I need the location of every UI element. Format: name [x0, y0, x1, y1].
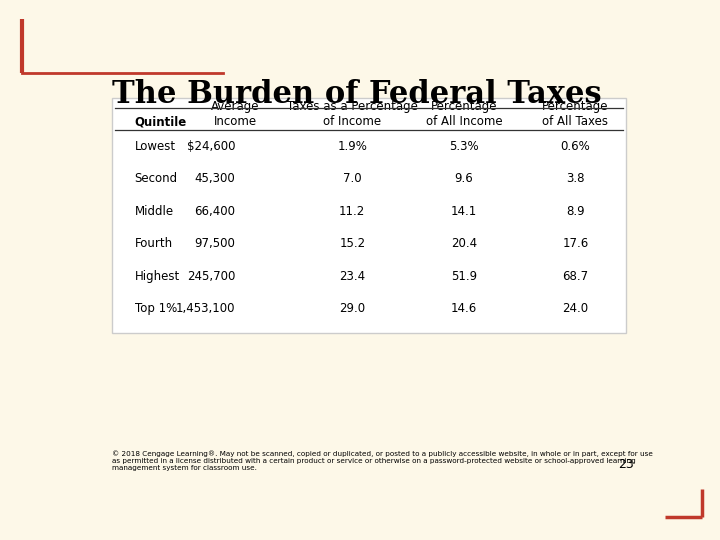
- Text: Lowest: Lowest: [135, 140, 176, 153]
- Text: 1.9%: 1.9%: [338, 140, 367, 153]
- Text: 23.4: 23.4: [339, 269, 365, 282]
- Text: Percentage
of All Taxes: Percentage of All Taxes: [542, 100, 608, 128]
- Text: © 2018 Cengage Learning®. May not be scanned, copied or duplicated, or posted to: © 2018 Cengage Learning®. May not be sca…: [112, 451, 653, 471]
- Text: Percentage
of All Income: Percentage of All Income: [426, 100, 502, 128]
- Text: 17.6: 17.6: [562, 237, 588, 250]
- Text: Average
Income: Average Income: [211, 100, 259, 128]
- Text: 11.2: 11.2: [339, 205, 365, 218]
- Text: Highest: Highest: [135, 269, 180, 282]
- Text: Quintile: Quintile: [135, 115, 187, 128]
- Text: Top 1%: Top 1%: [135, 302, 177, 315]
- Text: 3.8: 3.8: [566, 172, 585, 185]
- Text: 20.4: 20.4: [451, 237, 477, 250]
- Text: 14.6: 14.6: [451, 302, 477, 315]
- Text: 68.7: 68.7: [562, 269, 588, 282]
- Text: Second: Second: [135, 172, 178, 185]
- Text: 29.0: 29.0: [339, 302, 365, 315]
- FancyBboxPatch shape: [112, 98, 626, 333]
- Text: Fourth: Fourth: [135, 237, 173, 250]
- Text: 7.0: 7.0: [343, 172, 361, 185]
- Text: 14.1: 14.1: [451, 205, 477, 218]
- Text: 23: 23: [618, 458, 634, 471]
- Text: Taxes as a Percentage
of Income: Taxes as a Percentage of Income: [287, 100, 418, 128]
- Text: 24.0: 24.0: [562, 302, 588, 315]
- Text: Middle: Middle: [135, 205, 174, 218]
- Text: 97,500: 97,500: [194, 237, 235, 250]
- Text: 1,453,100: 1,453,100: [176, 302, 235, 315]
- Text: 8.9: 8.9: [566, 205, 585, 218]
- Text: The Burden of Federal Taxes: The Burden of Federal Taxes: [112, 79, 602, 110]
- Text: 66,400: 66,400: [194, 205, 235, 218]
- Text: 245,700: 245,700: [186, 269, 235, 282]
- Text: 45,300: 45,300: [194, 172, 235, 185]
- Text: 5.3%: 5.3%: [449, 140, 479, 153]
- Text: $24,600: $24,600: [186, 140, 235, 153]
- Text: 9.6: 9.6: [454, 172, 473, 185]
- Text: 0.6%: 0.6%: [561, 140, 590, 153]
- Text: 15.2: 15.2: [339, 237, 365, 250]
- Text: 51.9: 51.9: [451, 269, 477, 282]
